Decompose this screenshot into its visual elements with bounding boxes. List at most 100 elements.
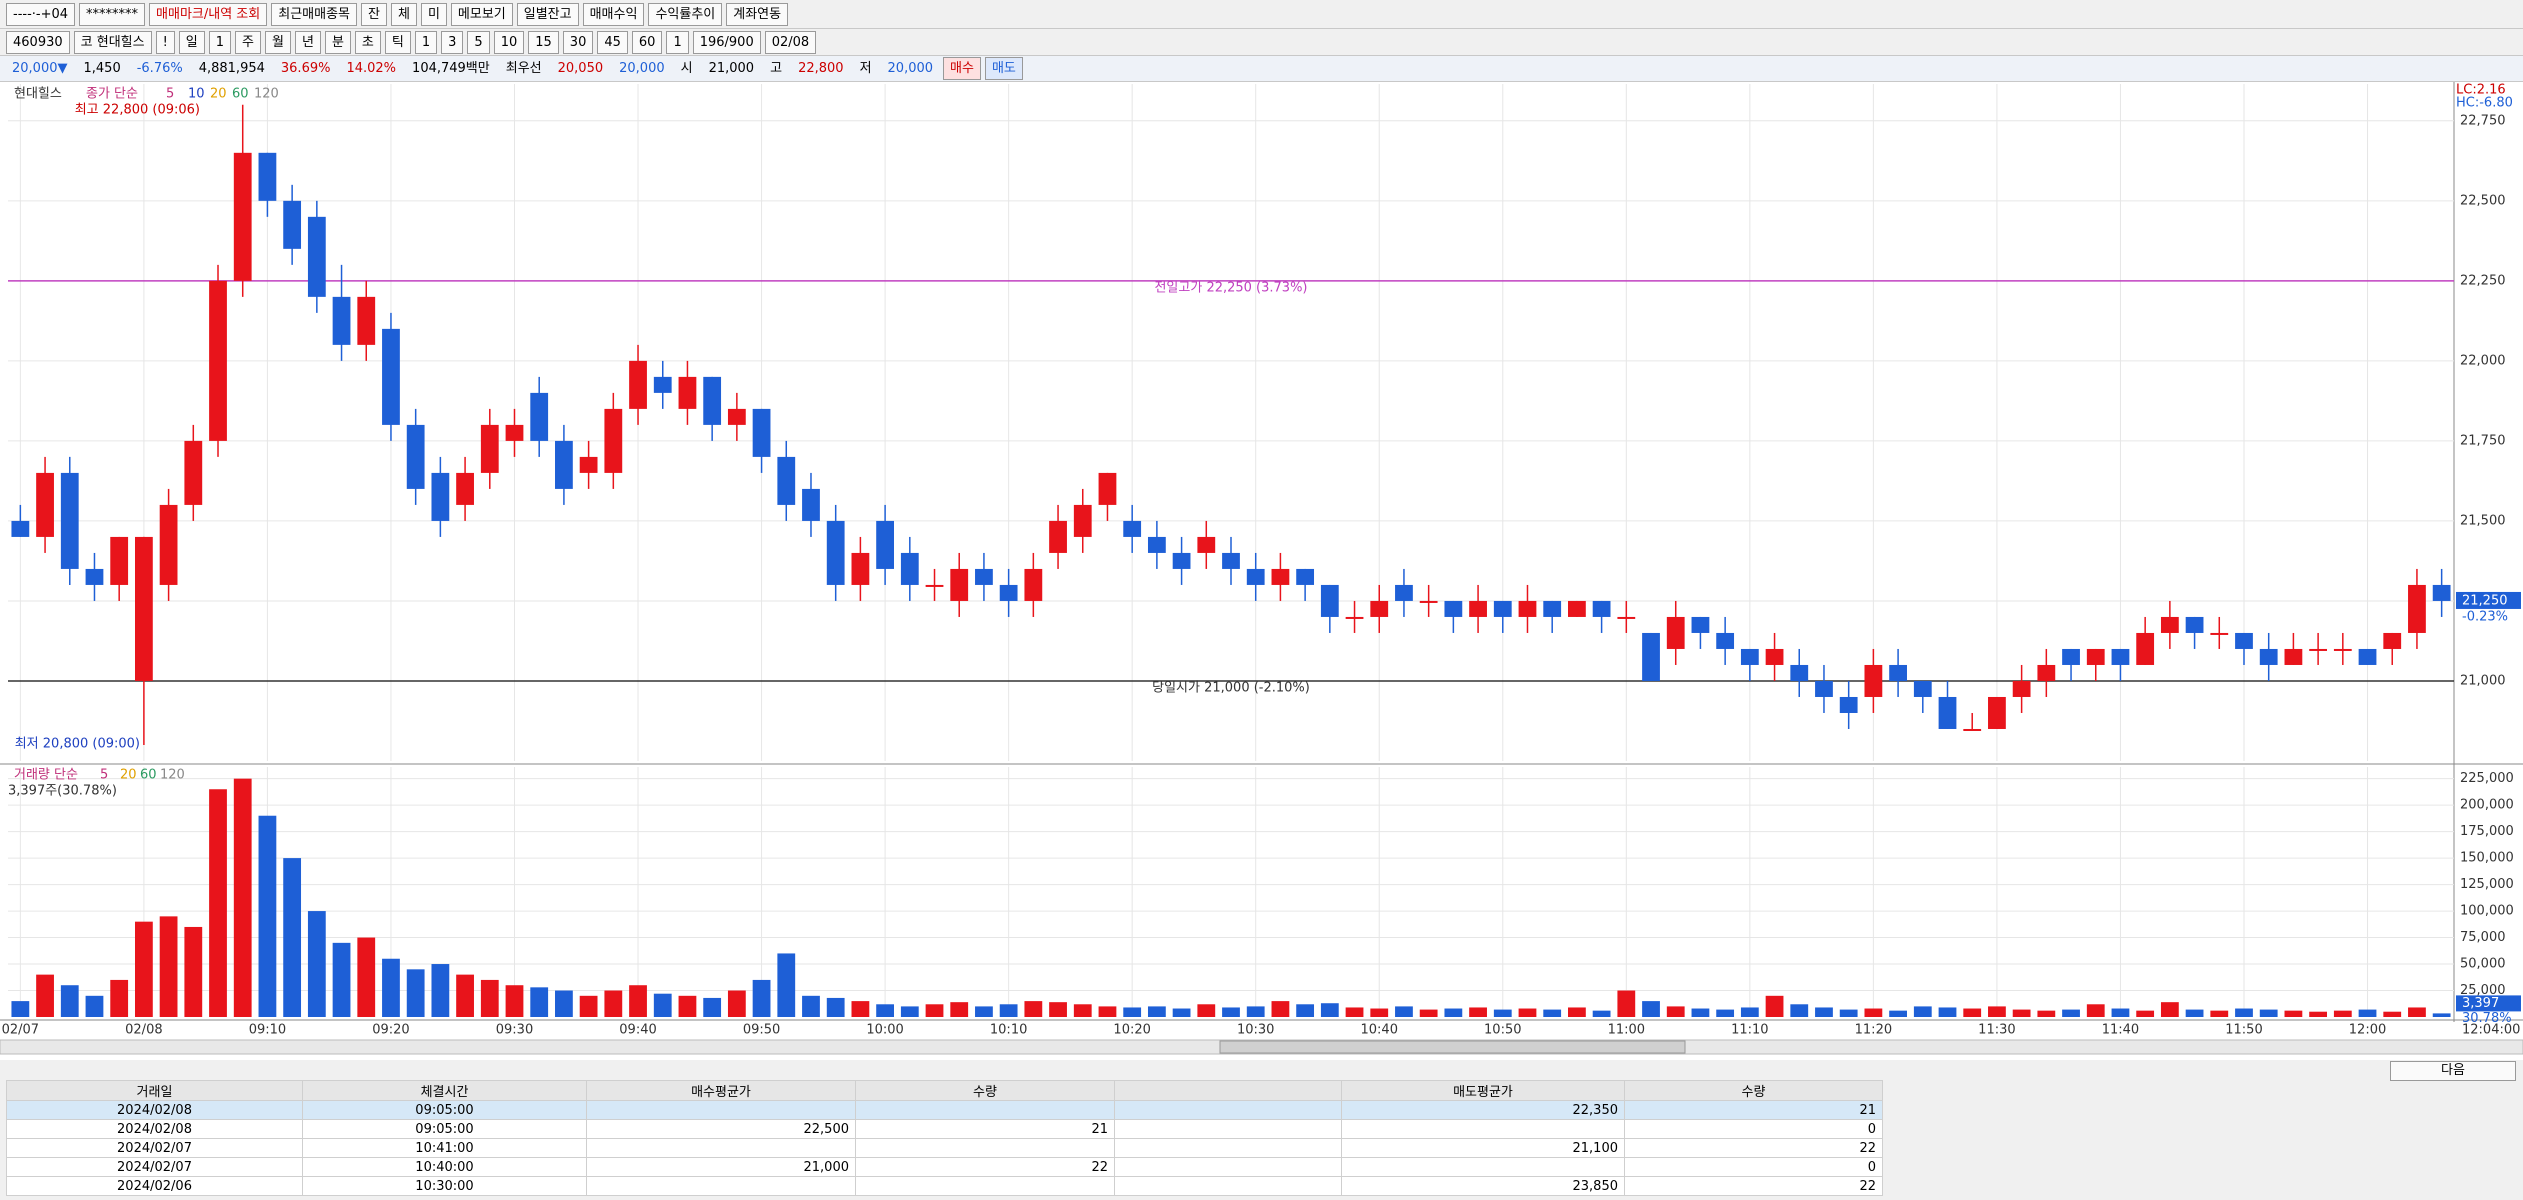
candle-body xyxy=(2259,648,2278,665)
toolbar-button[interactable]: 5 xyxy=(467,30,490,54)
volume-bar xyxy=(1271,1001,1290,1017)
x-tick-label: 11:30 xyxy=(1978,1023,2015,1038)
candle-body xyxy=(11,520,30,537)
toolbar-button[interactable]: 매매수익 xyxy=(582,2,645,26)
x-tick-label: 10:50 xyxy=(1484,1023,1521,1038)
toolbar-button[interactable]: 1,450 xyxy=(83,61,121,76)
candle-body xyxy=(1123,520,1142,537)
toolbar-button[interactable]: 36.69% xyxy=(280,61,331,76)
candle-body xyxy=(752,408,771,457)
table-cell xyxy=(855,1100,1115,1120)
toolbar-button[interactable]: 분 xyxy=(324,30,351,54)
volume-bar xyxy=(703,997,722,1017)
toolbar-button[interactable]: 시 xyxy=(680,61,693,76)
toolbar-button[interactable]: 14.02% xyxy=(346,61,397,76)
volume-bar xyxy=(1666,1006,1685,1017)
toolbar-button[interactable]: 틱 xyxy=(384,30,411,54)
toolbar-button[interactable]: ! xyxy=(155,30,175,54)
next-button[interactable]: 다음 xyxy=(2390,1061,2516,1081)
toolbar-button[interactable]: 196/900 xyxy=(692,30,761,54)
y-tick-label: 22,500 xyxy=(2460,193,2506,208)
toolbar-button[interactable]: 코 현대힐스 xyxy=(73,30,152,54)
toolbar-button[interactable]: 3 xyxy=(441,30,464,54)
toolbar-button[interactable]: 초 xyxy=(354,30,381,54)
toolbar-button[interactable]: 15 xyxy=(528,30,559,54)
toolbar-button[interactable]: ******** xyxy=(79,2,146,26)
toolbar-button[interactable]: 월 xyxy=(265,30,291,54)
toolbar-button[interactable]: 최우선 xyxy=(505,61,542,76)
candle-body xyxy=(505,424,524,441)
toolbar-button[interactable]: 수익률추이 xyxy=(648,2,723,26)
toolbar-button[interactable]: 매수 xyxy=(943,57,981,80)
candle-body xyxy=(555,440,573,489)
toolbar-button[interactable]: 45 xyxy=(597,30,628,54)
scroll-thumb xyxy=(1219,1040,1686,1054)
volume-bar xyxy=(2037,1010,2056,1017)
toolbar-button[interactable]: 02/08 xyxy=(764,30,817,54)
toolbar-button[interactable]: 1 xyxy=(208,30,232,54)
toolbar-button[interactable]: 매도 xyxy=(984,57,1023,80)
toolbar-button[interactable]: 460930 xyxy=(6,30,70,54)
volume-bar xyxy=(1493,1009,1512,1017)
toolbar-button[interactable]: 20,050 xyxy=(557,61,604,76)
volume-bar xyxy=(60,985,79,1017)
toolbar-button[interactable]: 20,000▼ xyxy=(12,61,68,76)
toolbar-button[interactable]: 21,000 xyxy=(708,61,755,76)
x-tick-label: 02/08 xyxy=(125,1023,162,1038)
toolbar-button[interactable]: 일 xyxy=(178,30,205,54)
table-row[interactable]: 2024/02/08 09:05:00 22,500 21 0 xyxy=(6,1119,1883,1139)
toolbar-button[interactable]: ----·-+04 xyxy=(6,2,76,26)
table-row[interactable]: 2024/02/06 10:30:00 23,850 22 xyxy=(6,1176,1883,1196)
table-row[interactable]: 2024/02/07 10:41:00 21,100 22 xyxy=(6,1138,1883,1158)
volume-bar xyxy=(555,990,573,1017)
toolbar-button[interactable]: 고 xyxy=(770,61,783,76)
toolbar-button[interactable]: 10 xyxy=(493,30,525,54)
candle-body xyxy=(134,536,153,681)
toolbar-button[interactable]: 1 xyxy=(666,30,689,54)
volume-bar xyxy=(2111,1008,2130,1017)
volume-bar xyxy=(1889,1010,1907,1017)
toolbar-button[interactable]: -6.76% xyxy=(136,61,183,76)
table-cell: 10:40:00 xyxy=(302,1157,587,1177)
column-header: 매수평균가 xyxy=(586,1080,856,1101)
toolbar-button[interactable]: 60 xyxy=(631,30,663,54)
table-cell xyxy=(1341,1119,1625,1139)
toolbar-button[interactable]: 잔 xyxy=(361,2,387,26)
column-header: 수량 xyxy=(855,1080,1115,1101)
candle-body xyxy=(1518,600,1537,617)
table-cell: 22,350 xyxy=(1341,1100,1625,1120)
toolbar-button[interactable]: 30 xyxy=(562,30,594,54)
y-tick-label: 21,500 xyxy=(2460,513,2506,528)
toolbar-button[interactable]: 20,000 xyxy=(619,61,665,76)
toolbar-button[interactable]: 일별잔고 xyxy=(516,2,579,26)
toolbar-button[interactable]: 저 xyxy=(859,61,872,76)
toolbar-button[interactable]: 104,749백만 xyxy=(412,61,490,76)
table-cell xyxy=(586,1100,856,1120)
candle-body xyxy=(678,376,697,409)
candle-body xyxy=(1147,536,1166,553)
toolbar-button[interactable]: 20,000 xyxy=(887,61,934,76)
toolbar-button[interactable]: 체 xyxy=(390,2,417,26)
toolbar-button[interactable]: 계좌연동 xyxy=(726,2,789,26)
toolbar-button[interactable]: 매매마크/내역 조회 xyxy=(149,2,268,26)
candle-body xyxy=(1864,664,1883,697)
toolbar-button[interactable]: 년 xyxy=(294,30,321,54)
toolbar-button[interactable]: 22,800 xyxy=(798,61,844,76)
volume-bar xyxy=(1469,1007,1487,1017)
toolbar-button[interactable]: 미 xyxy=(420,2,447,26)
x-tick-label: 11:50 xyxy=(2225,1023,2262,1038)
table-row[interactable]: 2024/02/08 09:05:00 22,350 21 xyxy=(6,1100,1883,1120)
table-cell: 23,850 xyxy=(1341,1176,1625,1196)
toolbar-button[interactable]: 최근매매종목 xyxy=(271,2,357,26)
candle-body xyxy=(184,440,203,505)
toolbar-button[interactable]: 1 xyxy=(414,30,438,54)
toolbar: 460930 코 현대힐스! 일 1 주 월 년 분 초 틱 1 3 5 10 15 30 45 60 1 196/9… xyxy=(0,29,2523,56)
quote-bar: 20,000▼ 1,450 -6.76% 4,881,954 36.69% 14.02% 1… xyxy=(0,56,2523,82)
x-tick-label: 09:30 xyxy=(496,1023,533,1038)
candle-body xyxy=(2309,648,2328,651)
toolbar-button[interactable]: 메모보기 xyxy=(450,2,513,26)
toolbar-button[interactable]: 4,881,954 xyxy=(198,61,265,76)
table-row[interactable]: 2024/02/07 10:40:00 21,000 22 0 xyxy=(6,1157,1883,1177)
volume-bar xyxy=(950,1002,969,1017)
toolbar-button[interactable]: 주 xyxy=(235,30,262,54)
